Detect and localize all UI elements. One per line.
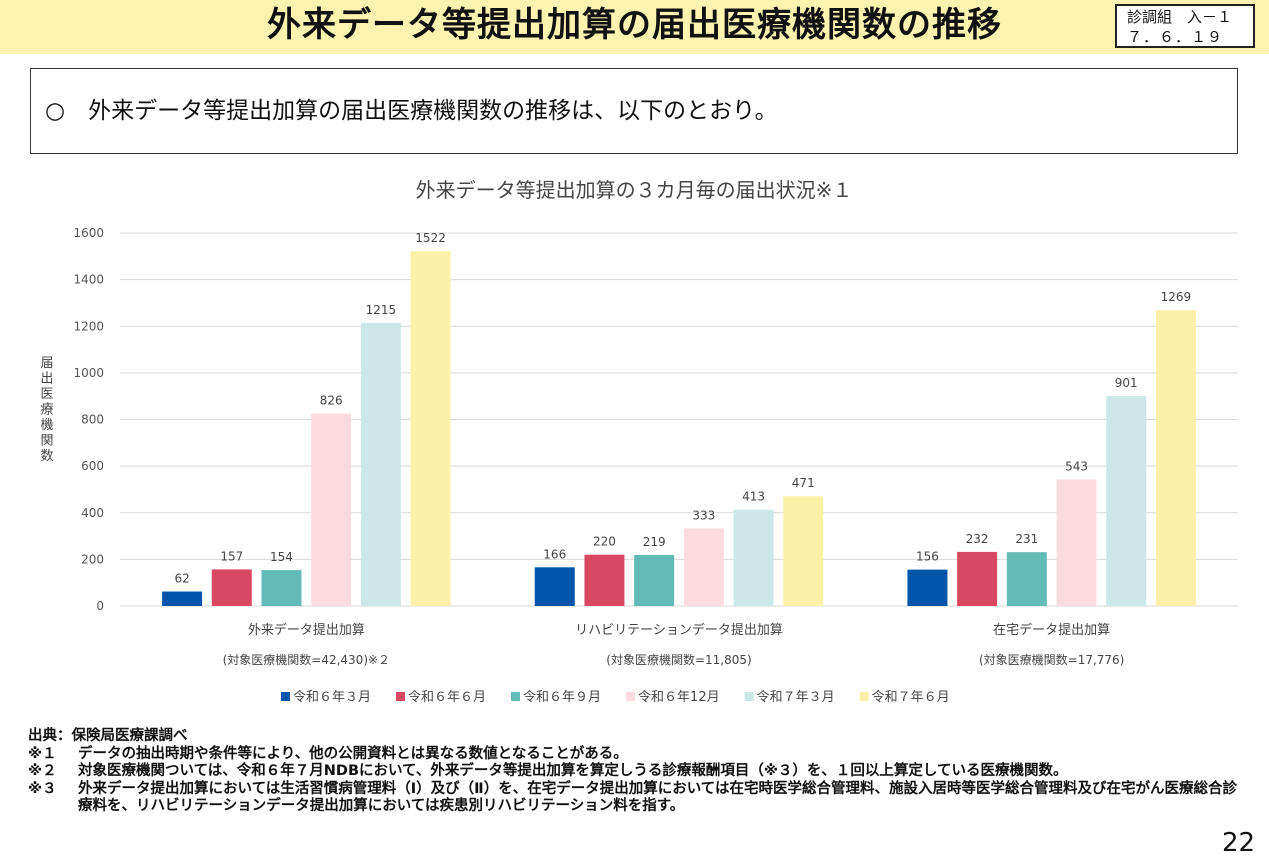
title-bar [0,0,1269,54]
bar-chart: 外来データ等提出加算の３カ月毎の届出状況※１ 届出医療機関数 0 200 400 600 8… [40,178,1238,705]
page-title: 外来データ等提出加算の届出医療機関数の推移 [267,5,1002,45]
note-2-mark: ※２ [28,763,57,779]
legend-swatch [744,692,754,701]
y-tick-label: 1400 [73,273,104,287]
note-1-mark: ※１ [28,745,57,762]
legend-entry: 令和６年３月 [293,690,371,705]
bar [410,251,451,606]
legend-entry: 令和６年９月 [523,690,601,705]
note-3: ※３ 外来データ提出加算においては生活習慣病管理料（Ⅰ）及び（Ⅱ）を、在宅データ… [28,781,1238,816]
bar [683,528,724,606]
note-1-text: データの抽出時期や条件等により、他の公開資料とは異なる数値となることがある。 [78,745,628,762]
bar [907,569,948,606]
legend-swatch [396,692,406,701]
document-id-box: 診調組 入－１ ７．６．１９ [1115,4,1255,48]
data-label: 1215 [366,303,397,317]
y-tick-label: 400 [81,506,104,520]
chart-title: 外来データ等提出加算の３カ月毎の届出状況※１ [416,178,853,202]
data-label: 232 [966,532,989,546]
legend-entry: 令和６年12月 [638,690,720,705]
legend-swatch [511,692,521,701]
note-1: ※１ データの抽出時期や条件等により、他の公開資料とは異なる数値となることがある… [28,746,1238,764]
bar [957,551,998,606]
note-3-mark: ※３ [28,780,57,797]
data-label: 220 [593,535,616,549]
legend-swatch [281,692,290,701]
document-id-line-1: 診調組 入－１ [1127,8,1233,26]
data-label: 156 [916,550,939,564]
y-axis-label: 届出医療機関数 [40,356,53,464]
data-label: 231 [1015,532,1038,546]
bar [311,413,352,606]
data-label: 1522 [415,231,446,245]
data-label: 219 [643,535,666,549]
bar [211,569,252,606]
data-label: 62 [174,572,189,586]
y-tick-label: 200 [81,552,104,566]
legend-swatch [859,692,869,701]
notes: 出典：保険局医療課調べ ※１ データの抽出時期や条件等により、他の公開資料とは異… [28,728,1238,816]
note-2-text: 対象医療機関ついては、令和６年７月NDBにおいて、外来データ等提出加算を算定しう… [78,763,1068,779]
x-category-label: 在宅データ提出加算 [993,622,1110,638]
x-category-note: (対象医療機関数=11,805) [606,652,751,667]
legend-entry: 令和６年６月 [408,690,486,705]
data-label: 157 [220,549,243,563]
x-category-note: (対象医療機関数=42,430)※２ [223,652,390,667]
legend-entry: 令和７年３月 [757,690,835,705]
y-tick-label: 1200 [73,319,104,333]
summary-text: ○ 外来データ等提出加算の届出医療機関数の推移は、以下のとおり。 [45,98,778,124]
document-id-line-2: ７．６．１９ [1127,28,1224,46]
y-tick-label: 600 [81,459,104,473]
bar [1155,310,1196,606]
note-3-text: 外来データ提出加算においては生活習慣病管理料（Ⅰ）及び（Ⅱ）を、在宅データ提出加… [78,780,1237,815]
legend-swatch [626,692,636,701]
data-label: 543 [1065,459,1088,473]
bar [162,591,203,606]
note-2: ※２ 対象医療機関ついては、令和６年７月NDBにおいて、外来データ等提出加算を算… [28,763,1238,781]
x-category-note: (対象医療機関数=17,776) [979,652,1124,667]
bar [733,509,774,606]
data-label: 154 [270,550,293,564]
x-category-label: リハビリテーションデータ提出加算 [575,622,783,638]
bar [360,322,401,606]
bar [1006,552,1047,606]
data-label: 471 [792,476,815,490]
data-label: 901 [1115,376,1138,390]
summary-box: ○ 外来データ等提出加算の届出医療機関数の推移は、以下のとおり。 [30,68,1238,154]
bar [1056,479,1097,606]
data-label: 1269 [1161,290,1192,304]
y-tick-label: 800 [81,413,104,427]
bar [584,554,625,606]
bar [261,570,302,606]
x-category-label: 外来データ提出加算 [248,622,365,638]
legend-entry: 令和７年６月 [872,690,950,705]
data-label: 166 [543,547,566,561]
data-label: 413 [742,490,765,504]
y-tick-label: 0 [96,599,104,613]
data-label: 826 [320,393,343,407]
bar [534,567,575,606]
bar [783,496,824,606]
bar [1106,395,1147,606]
page-number: 22 [1222,828,1256,858]
source-note: 出典：保険局医療課調べ [28,728,188,744]
y-tick-label: 1600 [73,226,104,240]
data-label: 333 [692,508,715,522]
y-tick-label: 1000 [73,366,104,380]
bar [634,554,675,606]
